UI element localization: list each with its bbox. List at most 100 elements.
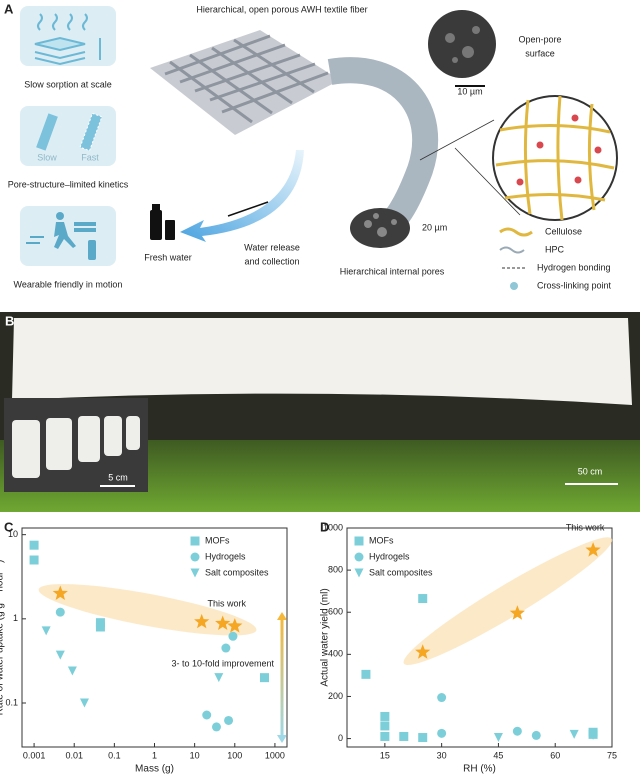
point — [418, 594, 428, 604]
cellulose-network — [495, 95, 615, 221]
scale-bar-label: 5 cm — [108, 472, 128, 482]
panel-label: B — [5, 313, 14, 328]
arrow-head — [277, 735, 287, 743]
x-tick-label: 100 — [227, 750, 242, 760]
panel-label: D — [320, 519, 329, 534]
point — [41, 626, 51, 636]
star — [227, 618, 243, 633]
y-tick-label: 0 — [338, 733, 343, 743]
annotation: 3- to 10-fold improvement — [171, 658, 274, 668]
point — [95, 622, 105, 632]
x-tick-label: 0.1 — [108, 750, 121, 760]
flow-arrow — [180, 150, 304, 242]
point — [79, 698, 89, 708]
fiber-icon — [36, 113, 58, 151]
network-zoom — [492, 95, 618, 221]
legend-label: HPC — [545, 244, 565, 254]
point — [531, 730, 541, 740]
point — [211, 722, 221, 732]
caption: surface — [525, 48, 555, 58]
point — [569, 729, 579, 739]
point — [224, 715, 234, 725]
pores — [364, 213, 397, 237]
panel-a: A Slow sorption at scale Slow Fast Pore-… — [4, 1, 618, 290]
legend-swatch — [354, 536, 364, 546]
legend-label: Hydrogels — [205, 551, 246, 561]
star — [509, 605, 525, 620]
legend-label: Salt composites — [205, 567, 269, 577]
scale-bar-label: 10 µm — [457, 86, 482, 96]
caption: and collection — [244, 256, 299, 266]
point — [418, 733, 428, 743]
point — [380, 731, 390, 741]
star — [52, 585, 68, 600]
plot-frame — [346, 527, 613, 748]
sorption-icon — [34, 13, 101, 66]
point — [214, 673, 224, 683]
feature-label: Slow sorption at scale — [24, 79, 112, 89]
legend-swatch — [354, 552, 364, 562]
y-tick-label: 400 — [328, 649, 343, 659]
kinetics-label: Slow — [37, 152, 57, 162]
textile-sheet — [12, 318, 632, 405]
y-tick-label: 1000 — [323, 522, 343, 532]
legend-swatch — [354, 568, 364, 578]
point — [399, 731, 409, 741]
y-tick-label: 200 — [328, 691, 343, 701]
textile — [150, 30, 340, 135]
caption: Open-pore — [518, 34, 561, 44]
feature-box — [20, 6, 116, 66]
point — [493, 733, 503, 743]
star — [415, 644, 431, 659]
legend-swatch — [510, 282, 518, 290]
y-axis-label: Actual water yield (ml) — [320, 588, 331, 686]
x-axis-label: RH (%) — [463, 764, 496, 775]
legend-label: MOFs — [205, 535, 230, 545]
feature-box — [20, 106, 116, 166]
x-tick-label: 75 — [607, 750, 617, 760]
point — [55, 650, 65, 660]
highlight-band — [38, 584, 257, 636]
zoom-line — [454, 147, 521, 216]
legend-label: Hydrogen bonding — [537, 262, 611, 272]
legend-swatch — [499, 227, 533, 237]
y-tick-label: 800 — [328, 564, 343, 574]
x-axis-label: Mass (g) — [135, 764, 174, 775]
panel-title: Hierarchical, open porous AWH textile fi… — [196, 4, 367, 14]
panel-label: A — [4, 1, 14, 16]
fabric-icon — [227, 201, 269, 217]
panel-b: 5 cm 50 cm B — [0, 312, 640, 512]
legend-swatch — [499, 246, 525, 254]
x-tick-label: 1 — [152, 750, 157, 760]
y-tick-label: 600 — [328, 607, 343, 617]
improvement-arrow — [280, 618, 284, 737]
star — [585, 542, 601, 557]
runner-icon — [26, 212, 96, 260]
scale-bar-label: 50 cm — [578, 466, 603, 476]
legend-label: Salt composites — [369, 567, 433, 577]
feature-label: Pore-structure–limited kinetics — [8, 179, 129, 189]
caption: Water release — [244, 242, 300, 252]
point — [221, 643, 231, 653]
legend-swatch — [190, 552, 200, 562]
point — [29, 555, 39, 565]
star — [194, 613, 210, 629]
star — [215, 615, 231, 630]
legend-label: MOFs — [369, 535, 394, 545]
y-axis-label: Rate of water uptake (g g⁻¹ hour⁻¹) — [0, 560, 6, 716]
y-tick-label: 10 — [8, 529, 18, 539]
cross-links — [516, 114, 602, 186]
caption: Hierarchical internal pores — [340, 266, 445, 276]
arrow-head — [277, 612, 287, 620]
x-tick-label: 60 — [550, 750, 560, 760]
bottle-icon — [150, 204, 175, 240]
y-tick-label: 0.1 — [5, 697, 18, 707]
spools — [12, 416, 140, 478]
x-tick-label: 30 — [437, 750, 447, 760]
point — [437, 693, 447, 703]
caption: Fresh water — [144, 252, 192, 262]
point — [67, 666, 77, 676]
plot-frame — [21, 527, 288, 748]
kinetics-label: Fast — [81, 152, 99, 162]
